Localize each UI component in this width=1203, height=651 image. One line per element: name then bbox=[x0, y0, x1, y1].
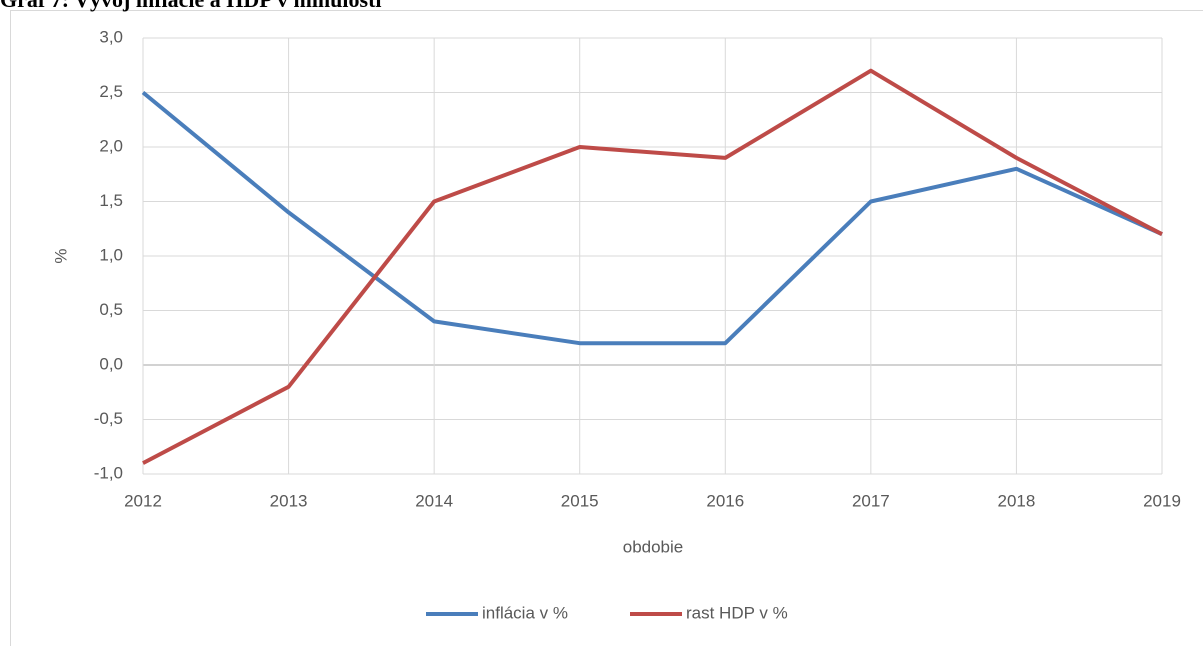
y-tick-label: 2,0 bbox=[99, 136, 123, 155]
legend-label: inflácia v % bbox=[482, 603, 568, 622]
chart-title: Graf 7: Vývoj inflácie a HDP v minulosti bbox=[0, 0, 382, 12]
x-axis-label: obdobie bbox=[623, 537, 684, 556]
x-tick-label: 2018 bbox=[998, 491, 1036, 510]
y-tick-label: -1,0 bbox=[94, 463, 123, 482]
x-tick-label: 2013 bbox=[270, 491, 308, 510]
y-tick-label: 1,5 bbox=[99, 191, 123, 210]
x-tick-label: 2017 bbox=[852, 491, 890, 510]
y-axis-label: % bbox=[51, 248, 70, 263]
y-tick-label: -0,5 bbox=[94, 409, 123, 428]
legend-label: rast HDP v % bbox=[686, 603, 788, 622]
chart-border bbox=[11, 11, 1203, 647]
x-tick-label: 2015 bbox=[561, 491, 599, 510]
x-tick-label: 2014 bbox=[415, 491, 453, 510]
line-series bbox=[143, 71, 1162, 463]
x-tick-label: 2019 bbox=[1143, 491, 1181, 510]
y-tick-label: 3,0 bbox=[99, 27, 123, 46]
x-tick-label: 2016 bbox=[706, 491, 744, 510]
y-tick-label: 2,5 bbox=[99, 82, 123, 101]
y-tick-label: 0,5 bbox=[99, 300, 123, 319]
y-tick-label: 1,0 bbox=[99, 245, 123, 264]
y-tick-label: 0,0 bbox=[99, 354, 123, 373]
x-tick-label: 2012 bbox=[124, 491, 162, 510]
line-series bbox=[143, 93, 1162, 344]
